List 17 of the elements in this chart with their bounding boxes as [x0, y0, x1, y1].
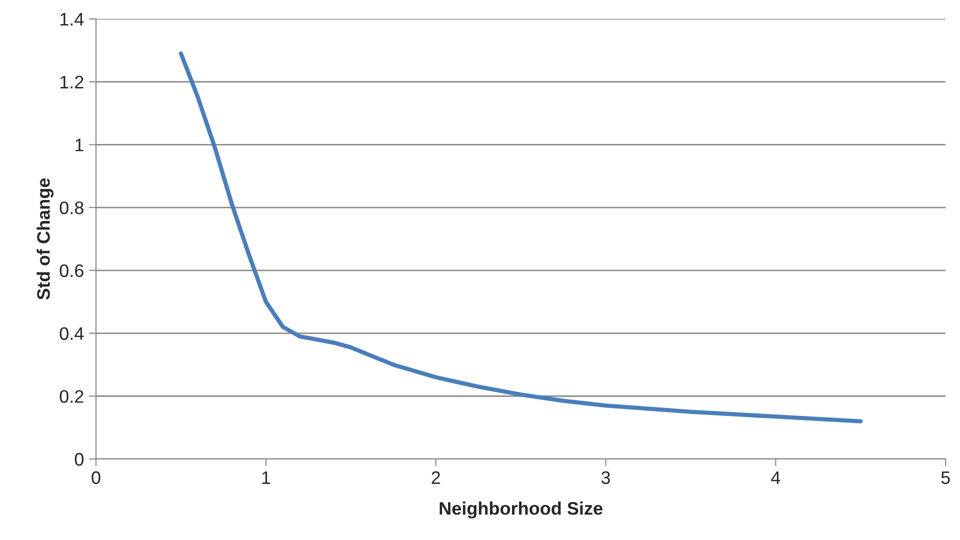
y-tick-label: 0.4 [60, 327, 84, 340]
x-tick-label: 2 [432, 471, 440, 484]
y-tick-label: 0.8 [60, 201, 84, 214]
y-axis-title: Std of Change [36, 178, 54, 300]
x-axis-title: Neighborhood Size [440, 502, 602, 518]
y-tick-label: 1 [76, 138, 84, 152]
y-tick-label: 0 [74, 452, 84, 466]
x-tick-label: 1 [262, 471, 270, 484]
x-tick-label: 4 [771, 471, 780, 484]
y-tick-label: 0.6 [60, 264, 84, 278]
y-tick-label: 0.2 [60, 390, 84, 403]
x-tick-label: 5 [941, 471, 950, 484]
y-tick-label: 1.2 [60, 76, 84, 88]
y-tick-label: 1.4 [60, 13, 84, 26]
x-tick-label: 0 [92, 471, 100, 484]
line-series [178, 51, 863, 424]
x-tick-label: 3 [601, 471, 610, 484]
